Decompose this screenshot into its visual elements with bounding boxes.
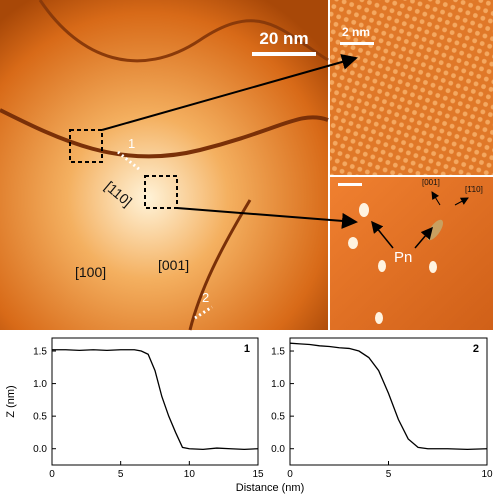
plot-frame — [290, 338, 487, 465]
y-tick-label: 0.0 — [271, 444, 285, 455]
x-tick-label: 10 — [481, 469, 493, 480]
plot-frame — [52, 338, 258, 465]
y-tick-label: 1.0 — [33, 379, 47, 390]
panel-label: 1 — [244, 343, 250, 355]
x-tick-label: 5 — [118, 469, 124, 480]
stm-images: 20 nm 2 nm 1 2 [110] [100] [001] Pn [001… — [0, 0, 493, 330]
x-tick-label: 5 — [386, 469, 392, 480]
direction-label: [1̄10] — [465, 185, 483, 194]
x-tick-label: 15 — [252, 469, 264, 480]
direction-label: [100] — [75, 264, 106, 280]
scale-label: 20 nm — [259, 29, 308, 48]
y-tick-label: 1.5 — [271, 347, 285, 358]
data-line — [52, 350, 258, 450]
scale-label: 2 nm — [342, 25, 370, 39]
direction-label: [001] — [422, 178, 440, 187]
site-label: 1 — [128, 136, 135, 151]
site-label: 2 — [202, 290, 209, 305]
y-axis-label: Z (nm) — [5, 385, 17, 417]
y-tick-label: 0.5 — [33, 412, 47, 423]
y-tick-label: 0.5 — [271, 412, 285, 423]
y-tick-label: 1.0 — [271, 379, 285, 390]
large-image — [0, 0, 328, 330]
data-line — [290, 343, 487, 449]
pn-label: Pn — [394, 249, 412, 266]
x-tick-label: 0 — [49, 469, 55, 480]
x-axis-label: Distance (nm) — [236, 482, 304, 494]
figure: 20 nm 2 nm 1 2 [110] [100] [001] Pn [001… — [0, 0, 493, 498]
direction-label: [001] — [158, 257, 189, 273]
y-tick-label: 0.0 — [33, 444, 47, 455]
y-tick-label: 1.5 — [33, 347, 47, 358]
x-tick-label: 0 — [287, 469, 293, 480]
panel-label: 2 — [473, 343, 479, 355]
x-tick-label: 10 — [184, 469, 196, 480]
